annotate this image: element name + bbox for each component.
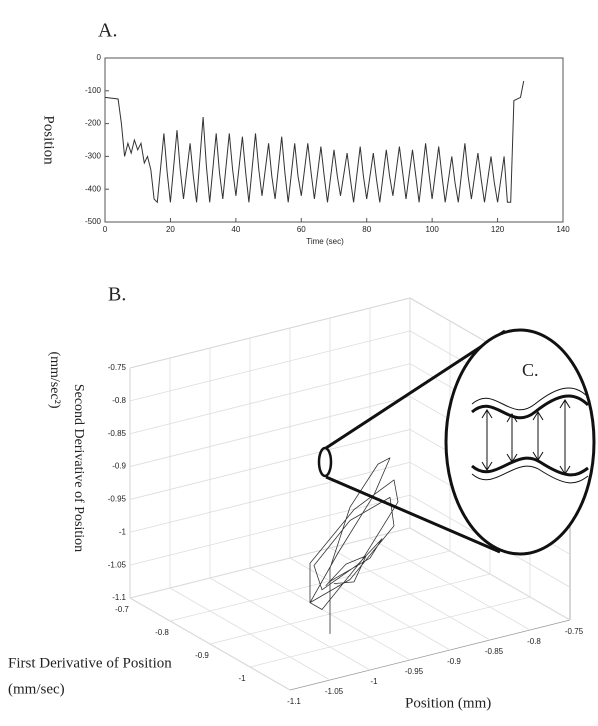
z-tick-label: -0.8 — [112, 396, 126, 405]
y-tick-label: -500 — [85, 217, 102, 226]
inset: C. — [317, 328, 596, 556]
grid-line — [129, 330, 411, 402]
plot-frame — [104, 57, 564, 223]
z-axis-unit: (mm/sec²) — [47, 351, 62, 408]
y-tick-label: -1.05 — [325, 687, 344, 696]
y-tick-label: -1.1 — [287, 697, 301, 706]
x-tick-label: 20 — [166, 225, 175, 234]
trajectory — [309, 457, 399, 634]
y-tick-label: -0.75 — [565, 627, 584, 636]
y-tick-label: -1 — [370, 677, 378, 686]
x-axis-label: Time (sec) — [306, 237, 344, 246]
z-tick-label: -1.05 — [108, 560, 127, 569]
y-tick-label: -400 — [85, 184, 102, 193]
z-tick-label: -1 — [119, 527, 127, 536]
grid-line — [209, 573, 491, 645]
focus-ring — [317, 446, 333, 478]
inset-wave — [471, 394, 590, 420]
z-tick-label: -0.85 — [108, 429, 127, 438]
x-tick-label: 40 — [231, 225, 240, 234]
x-axis-unit: (mm/sec) — [8, 681, 65, 697]
inset-wave — [471, 465, 589, 484]
x-tick-label: -0.7 — [115, 605, 129, 614]
grid-line — [129, 396, 411, 467]
y-tick-label: -300 — [85, 152, 102, 161]
box-edge — [289, 619, 571, 691]
z-tick-label: -1.1 — [112, 593, 126, 602]
grid-line — [129, 297, 411, 369]
grid-line — [249, 596, 531, 668]
y-axis-label: Position (mm) — [405, 695, 491, 711]
callout-line — [325, 475, 501, 554]
grid-line — [129, 363, 411, 435]
y-tick-label: -0.95 — [405, 667, 424, 676]
x-tick-label: 0 — [103, 225, 108, 234]
z-tick-label: -0.95 — [108, 495, 127, 504]
inset-wave — [471, 387, 589, 411]
panel-a-title: A. — [98, 20, 117, 42]
callout-line — [325, 329, 506, 450]
grid-line — [129, 494, 411, 566]
grid-line — [129, 527, 411, 599]
panel-b-title: B. — [108, 284, 126, 306]
x-tick-label: -0.9 — [195, 651, 209, 660]
x-tick-label: -0.8 — [155, 628, 169, 637]
x-tick-label: 60 — [297, 225, 306, 234]
y-axis-label: Position — [41, 115, 57, 165]
y-tick-label: -100 — [85, 86, 102, 95]
z-tick-label: -0.9 — [112, 462, 126, 471]
x-tick-label: 140 — [556, 225, 570, 234]
inset-wave — [471, 456, 589, 477]
inset-label: C. — [522, 360, 539, 380]
y-tick-label: 0 — [97, 53, 102, 62]
x-tick-label: 120 — [491, 225, 505, 234]
y-tick-label: -0.9 — [447, 657, 461, 666]
y-tick-label: -0.85 — [485, 647, 504, 656]
data-line — [104, 80, 525, 204]
x-tick-label: -1 — [238, 674, 246, 683]
inset-circle — [444, 328, 596, 556]
grid-line — [129, 429, 411, 500]
grid-line — [129, 461, 411, 533]
inset-arrows — [481, 399, 571, 475]
y-tick-label: -0.8 — [527, 637, 541, 646]
x-tick-label: 100 — [425, 225, 439, 234]
x-tick-label: 80 — [362, 225, 371, 234]
x-axis-label: First Derivative of Position — [8, 655, 172, 671]
z-tick-label: -0.75 — [108, 363, 127, 372]
y-tick-label: -200 — [85, 119, 102, 128]
z-axis-label: Second Derivative of Position — [71, 384, 86, 552]
